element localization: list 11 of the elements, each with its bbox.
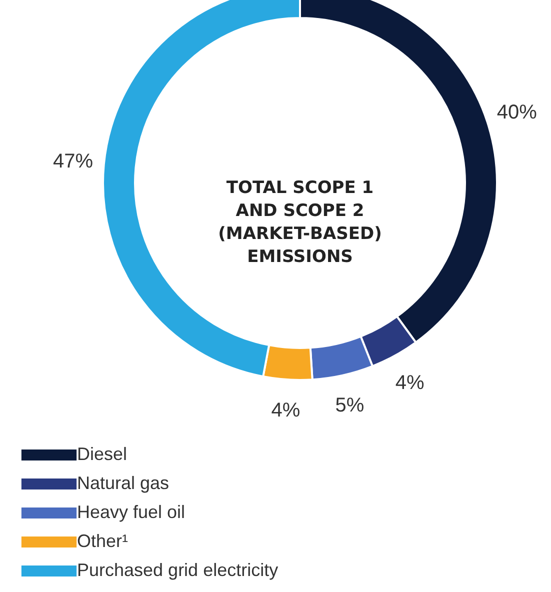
data-label: 40% <box>496 102 538 124</box>
legend-label: Purchased grid electricity <box>77 560 278 580</box>
data-label: 47% <box>52 150 94 173</box>
legend-label: Other¹ <box>77 531 128 551</box>
legend-label: Diesel <box>77 444 128 464</box>
legend-label: Natural gas <box>77 473 170 493</box>
text: TOTAL SCOPE 1 AND SCOPE 2 (MARKET-BASED) EMISSIONS <box>218 178 382 267</box>
data-label: 4% <box>271 400 300 422</box>
legend-label: Heavy fuel oil <box>77 502 186 522</box>
data-label: 4% <box>395 372 425 394</box>
data-label: 5% <box>335 394 364 417</box>
